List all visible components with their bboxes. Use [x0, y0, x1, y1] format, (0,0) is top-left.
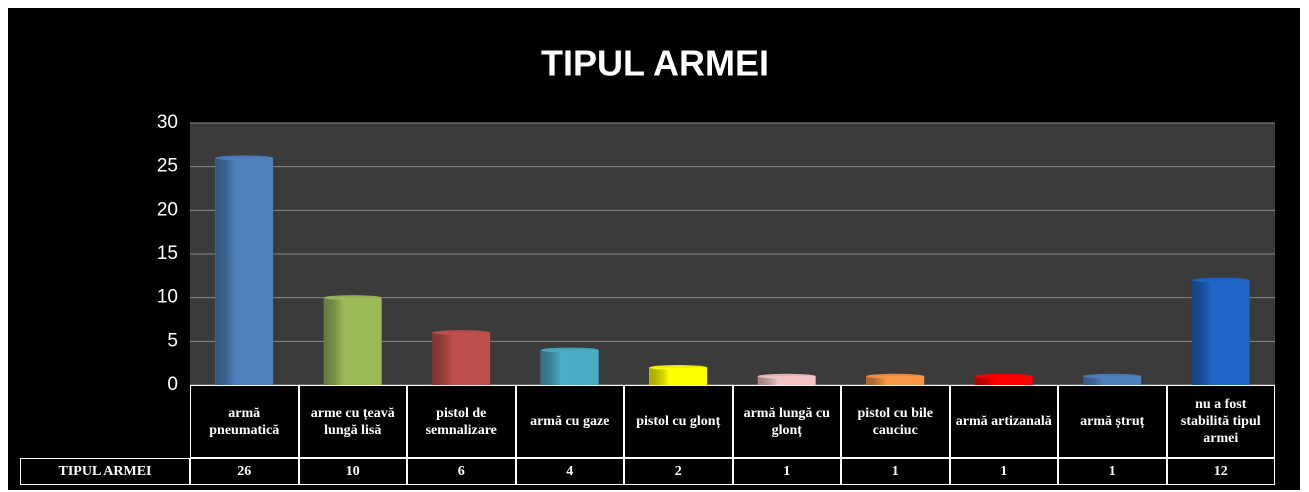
bar-shade — [866, 376, 925, 385]
bar-top — [1191, 277, 1250, 283]
category-label: nu a fost stabilită tipul armei — [1166, 385, 1275, 458]
table-value: 4 — [515, 458, 624, 485]
bar-top — [540, 347, 599, 353]
y-tick-label: 10 — [157, 287, 178, 308]
table-value: 1 — [732, 458, 841, 485]
bar-shade — [649, 367, 708, 385]
table-value: 1 — [949, 458, 1058, 485]
bar-top — [866, 373, 925, 379]
bar-shade — [1083, 376, 1142, 385]
bar-top — [757, 373, 816, 379]
category-label: armă lungă cu glonț — [732, 385, 841, 458]
table-value: 2 — [624, 458, 733, 485]
category-label: arme cu țeavă lungă lisă — [298, 385, 407, 458]
bar-top — [323, 295, 382, 301]
bar-shade — [757, 376, 816, 385]
category-label: pistol de semnalizare — [407, 385, 516, 458]
table-value: 6 — [407, 458, 516, 485]
bar-top — [215, 155, 274, 161]
y-tick-label: 5 — [167, 330, 178, 351]
y-tick-label: 30 — [157, 112, 178, 133]
category-label: pistol cu glonț — [624, 385, 733, 458]
y-tick-label: 25 — [157, 156, 178, 177]
y-tick-label: 15 — [157, 243, 178, 264]
table-value: 10 — [298, 458, 407, 485]
bar-top — [1083, 373, 1142, 379]
bar-top — [649, 365, 708, 371]
bar-shade — [323, 297, 382, 385]
category-label: armă pneumatică — [190, 385, 299, 458]
bar-shade — [974, 376, 1033, 385]
y-tick-label: 0 — [167, 374, 178, 395]
category-label: armă ștruț — [1058, 385, 1167, 458]
bar-shade — [1191, 280, 1250, 385]
table-value: 12 — [1166, 458, 1275, 485]
bar-top — [974, 373, 1033, 379]
series-name: TIPUL ARMEI — [20, 458, 190, 485]
y-tick-label: 20 — [157, 199, 178, 220]
bar-top — [432, 330, 491, 336]
bar-shade — [540, 350, 599, 385]
bar-shade — [432, 332, 491, 385]
category-label: pistol cu bile cauciuc — [841, 385, 950, 458]
bar-shade — [215, 157, 274, 385]
category-label: armă cu gaze — [515, 385, 624, 458]
table-value: 1 — [841, 458, 950, 485]
category-label: armă artizanală — [949, 385, 1058, 458]
table-value: 1 — [1058, 458, 1167, 485]
chart-title: TIPUL ARMEI — [541, 43, 769, 84]
table-value: 26 — [190, 458, 299, 485]
